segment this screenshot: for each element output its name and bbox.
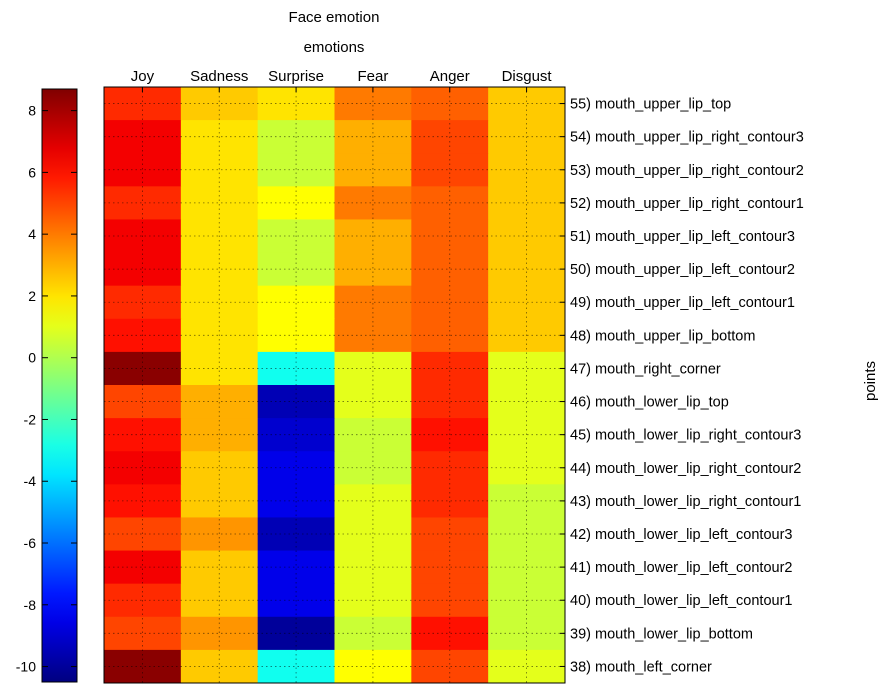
colorbar-tick-label: -6 xyxy=(24,535,37,551)
colorbar-tick-label: -10 xyxy=(16,659,36,675)
heatmap-cells xyxy=(104,87,566,684)
column-label-sadness: Sadness xyxy=(190,68,248,85)
row-label-mouth-upper-lip-left-contour2: 50) mouth_upper_lip_left_contour2 xyxy=(570,262,795,278)
cell-mouth-lower-lip-top-disgust xyxy=(488,385,566,419)
cell-mouth-lower-lip-top-anger xyxy=(411,385,489,419)
colorbar-tick-label: 0 xyxy=(28,350,36,366)
colorbar xyxy=(41,88,78,683)
colorbar-tick-label: -8 xyxy=(24,597,37,613)
cell-mouth-upper-lip-right-contour2-sadness xyxy=(180,153,259,187)
row-label-mouth-lower-lip-left-contour1: 40) mouth_lower_lip_left_contour1 xyxy=(570,593,792,609)
colorbar-ticks: 8 6 4 2 0 -2 -4 -6 -8 -10 xyxy=(16,103,77,675)
row-label-mouth-lower-lip-right-contour3: 45) mouth_lower_lip_right_contour3 xyxy=(570,428,801,444)
heatmap-grid xyxy=(104,87,565,683)
column-labels: Joy Sadness Surprise Fear Anger Disgust xyxy=(131,68,553,85)
row-label-mouth-lower-lip-right-contour1: 43) mouth_lower_lip_right_contour1 xyxy=(570,494,801,510)
colorbar-tick-label: 8 xyxy=(28,103,36,119)
row-label-mouth-upper-lip-right-contour2: 53) mouth_upper_lip_right_contour2 xyxy=(570,163,804,179)
heatmap-frame xyxy=(103,86,566,684)
cell-mouth-lower-lip-bottom-sadness xyxy=(180,616,259,651)
column-label-disgust: Disgust xyxy=(502,68,553,85)
chart-title: Face emotion xyxy=(289,9,380,26)
row-labels: 55) mouth_upper_lip_top 54) mouth_upper_l… xyxy=(570,97,804,676)
row-label-mouth-upper-lip-right-contour1: 52) mouth_upper_lip_right_contour1 xyxy=(570,196,804,212)
row-label-mouth-upper-lip-bottom: 48) mouth_upper_lip_bottom xyxy=(570,328,755,344)
column-label-joy: Joy xyxy=(131,68,155,85)
row-label-mouth-upper-lip-top: 55) mouth_upper_lip_top xyxy=(570,97,731,113)
colorbar-tick-label: 2 xyxy=(28,288,36,304)
colorbar-tick-label: -2 xyxy=(24,411,37,427)
cell-mouth-lower-lip-top-sadness xyxy=(180,385,259,419)
row-label-mouth-lower-lip-top: 46) mouth_lower_lip_top xyxy=(570,395,729,411)
column-label-fear: Fear xyxy=(357,68,388,85)
column-label-anger: Anger xyxy=(430,68,470,85)
row-label-mouth-upper-lip-left-contour3: 51) mouth_upper_lip_left_contour3 xyxy=(570,229,795,245)
cell-mouth-upper-lip-left-contour1-sadness xyxy=(180,285,259,320)
colorbar-tick-label: 4 xyxy=(28,226,36,242)
cell-mouth-lower-lip-left-contour3-sadness xyxy=(180,517,259,552)
row-label-mouth-lower-lip-left-contour2: 41) mouth_lower_lip_left_contour2 xyxy=(570,560,792,576)
row-label-mouth-lower-lip-bottom: 39) mouth_lower_lip_bottom xyxy=(570,626,753,642)
row-label-mouth-lower-lip-left-contour3: 42) mouth_lower_lip_left_contour3 xyxy=(570,527,792,543)
cell-mouth-lower-lip-top-fear xyxy=(334,385,412,419)
cell-mouth-lower-lip-top-surprise xyxy=(257,385,335,419)
row-label-mouth-lower-lip-right-contour2: 44) mouth_lower_lip_right_contour2 xyxy=(570,461,801,477)
colorbar-tick-label: 6 xyxy=(28,164,36,180)
colorbar-tick-label: -4 xyxy=(24,473,37,489)
row-label-mouth-right-corner: 47) mouth_right_corner xyxy=(570,361,721,377)
y-axis-label: points xyxy=(862,361,879,401)
row-label-mouth-upper-lip-left-contour1: 49) mouth_upper_lip_left_contour1 xyxy=(570,295,795,311)
cell-mouth-lower-lip-top-joy xyxy=(104,385,182,419)
column-label-surprise: Surprise xyxy=(268,68,324,85)
row-label-mouth-upper-lip-right-contour3: 54) mouth_upper_lip_right_contour3 xyxy=(570,130,804,146)
chart-subtitle: emotions xyxy=(304,39,365,56)
row-label-mouth-left-corner: 38) mouth_left_corner xyxy=(570,659,712,675)
